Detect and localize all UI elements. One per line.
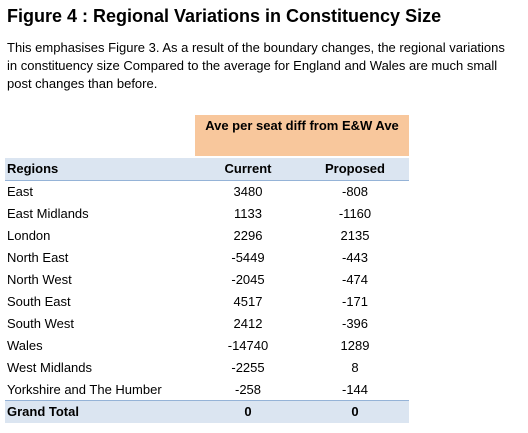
current-value-cell: -2045 (231, 272, 265, 287)
region-cell: Wales (7, 338, 43, 353)
region-cell: London (7, 228, 51, 243)
region-cell: South West (7, 316, 74, 331)
grand-total-current: 0 (244, 404, 252, 419)
table-row: South East 4517 -171 (5, 291, 409, 313)
grand-total-proposed: 0 (351, 404, 359, 419)
table-row: London 2296 2135 (5, 225, 409, 247)
group-header: Ave per seat diff from E&W Ave (205, 118, 399, 133)
region-cell: Yorkshire and The Humber (7, 382, 162, 397)
current-value-cell: 4517 (233, 294, 263, 309)
column-header-regions: Regions (7, 161, 59, 176)
proposed-value-cell: 2135 (340, 228, 370, 243)
proposed-value-cell: -1160 (338, 206, 372, 221)
table-row: North West -2045 -474 (5, 269, 409, 291)
current-value-cell: -2255 (231, 360, 265, 375)
proposed-value-cell: 1289 (340, 338, 370, 353)
table-row: Wales -14740 1289 (5, 335, 409, 357)
current-value-cell: 2296 (233, 228, 263, 243)
table-row: East 3480 -808 (5, 181, 409, 203)
figure-description: This emphasises Figure 3. As a result of… (7, 40, 505, 91)
region-cell: East (7, 184, 34, 199)
region-cell: South East (7, 294, 71, 309)
proposed-value-cell: -396 (341, 316, 369, 331)
proposed-value-cell: 8 (351, 360, 359, 375)
current-value-cell: 2412 (233, 316, 263, 331)
current-value-cell: -14740 (227, 338, 269, 353)
region-cell: East Midlands (7, 206, 89, 221)
region-cell: West Midlands (7, 360, 93, 375)
region-cell: North East (7, 250, 69, 265)
table-row: West Midlands -2255 8 (5, 357, 409, 379)
current-value-cell: -5449 (231, 250, 265, 265)
column-header-row: Regions Current Proposed (5, 158, 409, 181)
table-row: South West 2412 -396 (5, 313, 409, 335)
table-row: East Midlands 1133 -1160 (5, 203, 409, 225)
current-value-cell: -258 (234, 382, 262, 397)
grand-total-label: Grand Total (7, 404, 79, 419)
current-value-cell: 3480 (233, 184, 263, 199)
figure-title: Figure 4 : Regional Variations in Consti… (7, 6, 442, 26)
column-header-current: Current (224, 161, 272, 176)
table-row: Yorkshire and The Humber -258 -144 (5, 379, 409, 401)
region-cell: North West (7, 272, 72, 287)
proposed-value-cell: -474 (341, 272, 369, 287)
group-header-band (195, 115, 409, 156)
column-header-proposed: Proposed (325, 161, 385, 176)
proposed-value-cell: -144 (341, 382, 369, 397)
proposed-value-cell: -443 (341, 250, 369, 265)
proposed-value-cell: -171 (341, 294, 369, 309)
current-value-cell: 1133 (234, 206, 262, 221)
proposed-value-cell: -808 (341, 184, 369, 199)
grand-total-row: Grand Total 0 0 (5, 400, 409, 423)
table-row: North East -5449 -443 (5, 247, 409, 269)
